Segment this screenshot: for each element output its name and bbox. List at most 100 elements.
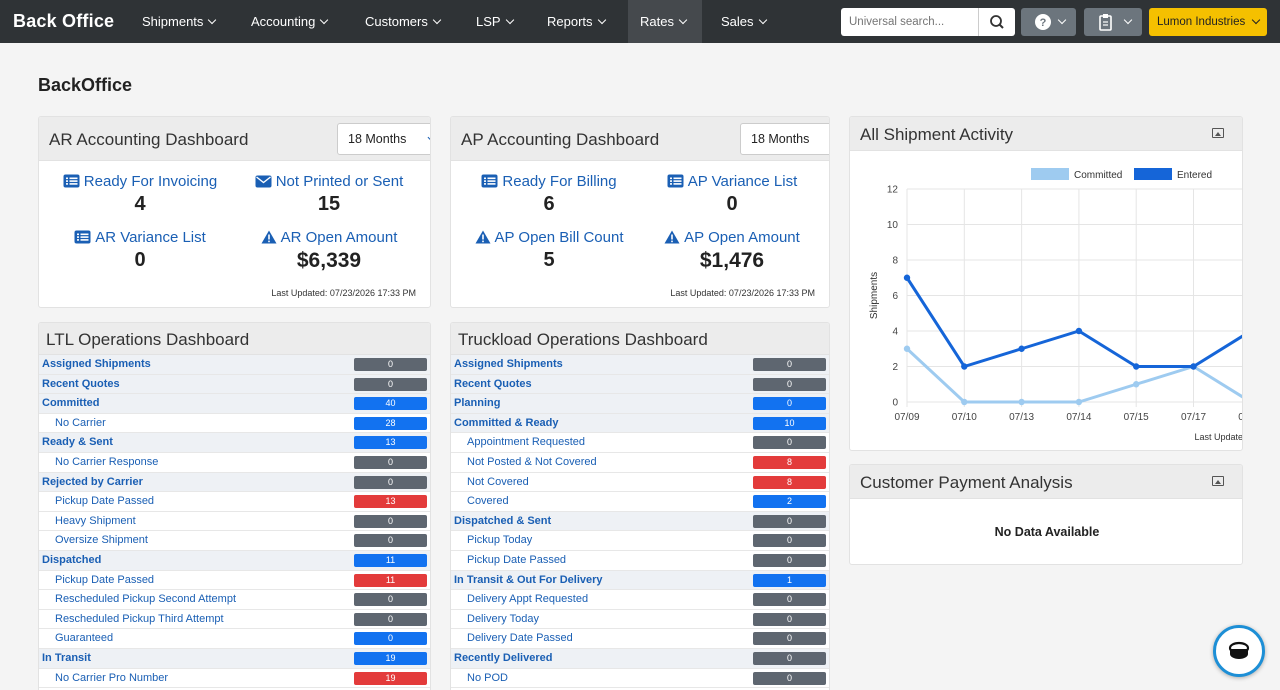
- row-label[interactable]: Recently Delivered: [454, 651, 553, 664]
- table-row[interactable]: Delivery Date Passed 0: [451, 629, 829, 649]
- table-row[interactable]: Assigned Shipments 0: [39, 355, 430, 375]
- row-label[interactable]: Pickup Date Passed: [55, 495, 155, 508]
- nav-reports[interactable]: Reports: [535, 0, 617, 43]
- search-input[interactable]: [841, 8, 978, 36]
- table-row[interactable]: Recent Quotes 0: [39, 374, 430, 395]
- table-row[interactable]: Appointment Requested 0: [451, 433, 829, 453]
- table-row[interactable]: Covered 2: [451, 492, 829, 512]
- row-label[interactable]: Oversize Shipment: [55, 534, 148, 547]
- chat-launcher-button[interactable]: [1213, 625, 1265, 677]
- table-row[interactable]: Committed 40: [39, 394, 430, 414]
- stat-ap-open-amount[interactable]: AP Open Amount $1,476: [637, 229, 827, 273]
- svg-text:?: ?: [1040, 17, 1047, 29]
- image-export-icon[interactable]: [1212, 476, 1224, 486]
- row-label[interactable]: Assigned Shipments: [42, 358, 151, 370]
- nav-rates[interactable]: Rates: [628, 0, 702, 43]
- brand-logo[interactable]: Back Office: [13, 11, 115, 31]
- period-select[interactable]: 18 Months: [740, 123, 829, 155]
- table-row[interactable]: Dispatched & Sent 0: [451, 511, 829, 532]
- nav-shipments[interactable]: Shipments: [130, 0, 227, 43]
- row-label[interactable]: No Carrier Pro Number: [55, 671, 169, 684]
- row-label[interactable]: Appointment Requested: [467, 436, 586, 449]
- row-label[interactable]: Ready & Sent: [42, 436, 113, 449]
- table-row[interactable]: No Carrier 28: [39, 413, 430, 434]
- help-menu-button[interactable]: ?: [1021, 8, 1076, 36]
- row-label[interactable]: In Transit & Out For Delivery: [454, 573, 603, 586]
- row-label[interactable]: Rescheduled Pickup Third Attempt: [55, 612, 224, 625]
- row-label[interactable]: Delivery Date Passed: [467, 632, 573, 645]
- row-label[interactable]: Heavy Shipment: [55, 514, 136, 527]
- row-label[interactable]: Pickup Today: [467, 534, 533, 547]
- row-label[interactable]: Delivery Appt Requested: [467, 593, 589, 606]
- table-row[interactable]: Heavy Shipment 0: [39, 511, 430, 532]
- table-row[interactable]: No POD 0: [451, 668, 829, 689]
- row-label[interactable]: Assigned Shipments: [454, 358, 563, 370]
- row-label[interactable]: Recent Quotes: [42, 377, 120, 390]
- search-button[interactable]: [978, 8, 1015, 36]
- row-label[interactable]: No POD: [467, 671, 508, 684]
- table-row[interactable]: Pickup Date Passed 0: [451, 550, 829, 571]
- row-label[interactable]: Dispatched: [42, 553, 102, 566]
- row-label[interactable]: Delivery Today: [467, 612, 539, 625]
- stat-ar-variance-list[interactable]: AR Variance List 0: [45, 229, 235, 272]
- table-row[interactable]: Not Covered 8: [451, 472, 829, 493]
- card-title: AR Accounting Dashboard: [49, 130, 249, 149]
- table-row[interactable]: Dispatched 11: [39, 550, 430, 571]
- row-label[interactable]: Dispatched & Sent: [454, 514, 552, 527]
- row-label[interactable]: Covered: [467, 495, 509, 508]
- nav-customers[interactable]: Customers: [353, 0, 452, 43]
- row-label[interactable]: Rejected by Carrier: [42, 475, 143, 488]
- table-row[interactable]: Rescheduled Pickup Second Attempt 0: [39, 590, 430, 610]
- table-row[interactable]: Rescheduled Pickup Third Attempt 0: [39, 609, 430, 630]
- table-row[interactable]: Guaranteed 0: [39, 629, 430, 649]
- nav-lsp[interactable]: LSP: [464, 0, 525, 43]
- table-row[interactable]: Rejected by Carrier 0: [39, 472, 430, 493]
- stat-ap-open-bill-count[interactable]: AP Open Bill Count 5: [454, 229, 644, 272]
- chevron-down-icon: [1251, 15, 1261, 25]
- clipboard-menu-button[interactable]: [1084, 8, 1142, 36]
- table-row[interactable]: Pickup Today 0: [451, 531, 829, 551]
- row-label[interactable]: No Carrier: [55, 416, 106, 429]
- nav-accounting[interactable]: Accounting: [239, 0, 339, 43]
- row-label[interactable]: Pickup Date Passed: [55, 573, 155, 586]
- row-label[interactable]: Recent Quotes: [454, 377, 532, 390]
- row-label[interactable]: Committed: [42, 397, 100, 410]
- stat-ar-open-amount[interactable]: AR Open Amount $6,339: [234, 229, 424, 273]
- period-select[interactable]: 18 Months: [337, 123, 430, 155]
- row-label[interactable]: Not Posted & Not Covered: [467, 455, 597, 468]
- table-row[interactable]: Not Posted & Not Covered 8: [451, 452, 829, 473]
- row-label[interactable]: Rescheduled Pickup Second Attempt: [55, 593, 237, 606]
- stat-label: Not Printed or Sent: [275, 173, 404, 190]
- stat-ready-for-billing[interactable]: Ready For Billing 6: [454, 173, 644, 216]
- table-row[interactable]: Recently Delivered 0: [451, 648, 829, 669]
- stat-ap-variance-list[interactable]: AP Variance List 0: [637, 173, 827, 216]
- row-label[interactable]: In Transit: [42, 651, 91, 664]
- table-row[interactable]: In Transit & Out For Delivery 1: [451, 570, 829, 591]
- row-label[interactable]: No Carrier Response: [55, 455, 159, 468]
- row-label[interactable]: Not Covered: [467, 475, 529, 488]
- stat-not-printed-or-sent[interactable]: Not Printed or Sent 15: [234, 173, 424, 216]
- stat-label: AP Open Amount: [684, 229, 800, 246]
- company-switcher[interactable]: Lumon Industries: [1149, 8, 1267, 36]
- table-row[interactable]: Delivery Today 0: [451, 609, 829, 630]
- table-row[interactable]: Oversize Shipment 0: [39, 531, 430, 551]
- table-row[interactable]: No Carrier Pro Number 19: [39, 668, 430, 689]
- stat-value: $6,339: [296, 249, 362, 272]
- stat-ready-for-invoicing[interactable]: Ready For Invoicing 4: [45, 173, 235, 216]
- table-row[interactable]: Pickup Date Passed 11: [39, 570, 430, 591]
- row-label[interactable]: Committed & Ready: [454, 416, 559, 429]
- nav-sales[interactable]: Sales: [709, 0, 778, 43]
- row-label[interactable]: Pickup Date Passed: [467, 553, 567, 566]
- table-row[interactable]: Pickup Date Passed 13: [39, 492, 430, 512]
- row-label[interactable]: Guaranteed: [55, 632, 114, 645]
- table-row[interactable]: No Carrier Response 0: [39, 452, 430, 473]
- image-export-icon[interactable]: [1212, 128, 1224, 138]
- row-label[interactable]: Planning: [454, 397, 501, 410]
- table-row[interactable]: In Transit 19: [39, 648, 430, 669]
- table-row[interactable]: Planning 0: [451, 394, 829, 414]
- table-row[interactable]: Committed & Ready 10: [451, 413, 829, 434]
- table-row[interactable]: Delivery Appt Requested 0: [451, 590, 829, 610]
- table-row[interactable]: Recent Quotes 0: [451, 374, 829, 395]
- table-row[interactable]: Ready & Sent 13: [39, 433, 430, 453]
- table-row[interactable]: Assigned Shipments 0: [451, 355, 829, 375]
